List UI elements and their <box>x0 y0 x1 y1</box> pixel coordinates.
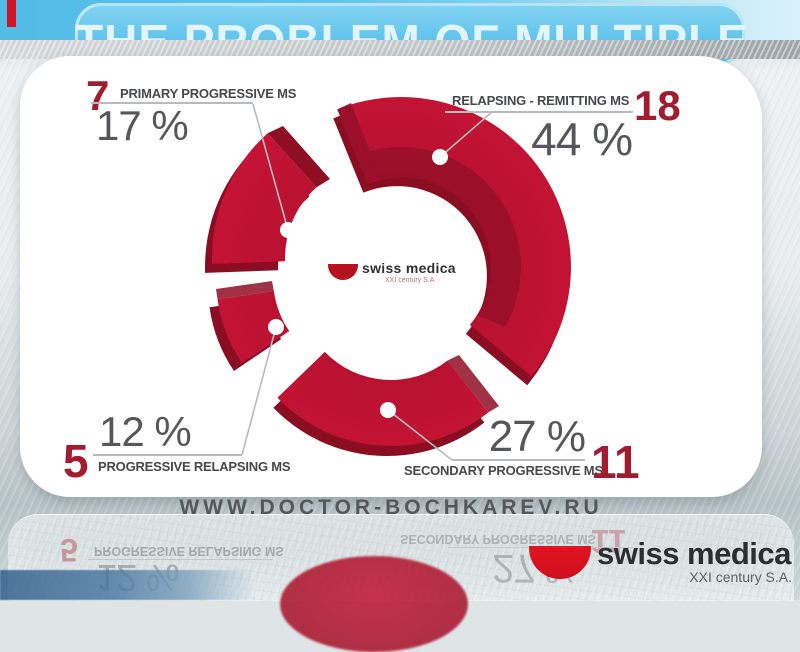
percent-primary-progressive: 17 % <box>96 102 189 149</box>
gray-hatch-band <box>0 40 800 59</box>
website-url: WWW.DOCTOR-BOCHKAREV.RU <box>179 496 603 519</box>
label-secondary-progressive: SECONDARY PROGRESSIVE MS <box>404 463 603 478</box>
blue-water-reflection <box>0 570 255 600</box>
chart-reflection-blob <box>280 556 468 652</box>
footer-logo-subtitle: XXI century S.A. <box>689 569 792 585</box>
center-logo-subtitle: XXI century S.A <box>385 277 435 284</box>
footer-logo-name: swiss medica <box>597 536 791 571</box>
count-progressive-relapsing: 5 <box>63 435 89 487</box>
count-primary-progressive: 7 <box>86 72 110 119</box>
label-primary-progressive: PRIMARY PROGRESSIVE MS <box>120 86 297 101</box>
navy-bottom-streak <box>0 583 125 600</box>
center-logo-name: swiss medica <box>362 260 456 276</box>
underline-primary-progressive <box>91 102 253 104</box>
red-corner-marker <box>7 0 16 27</box>
label-relapsing-remitting: RELAPSING - REMITTING MS <box>452 93 630 108</box>
underline-secondary-progressive <box>452 459 585 461</box>
count-relapsing-remitting: 18 <box>634 82 681 129</box>
percent-secondary-progressive: 27 % <box>488 412 586 461</box>
percent-relapsing-remitting: 44 % <box>531 113 633 165</box>
percent-progressive-relapsing: 12 % <box>99 408 192 455</box>
count-secondary-progressive: 11 <box>591 436 640 488</box>
label-progressive-relapsing: PROGRESSIVE RELAPSING MS <box>98 459 291 474</box>
underline-progressive-relapsing <box>93 454 242 456</box>
